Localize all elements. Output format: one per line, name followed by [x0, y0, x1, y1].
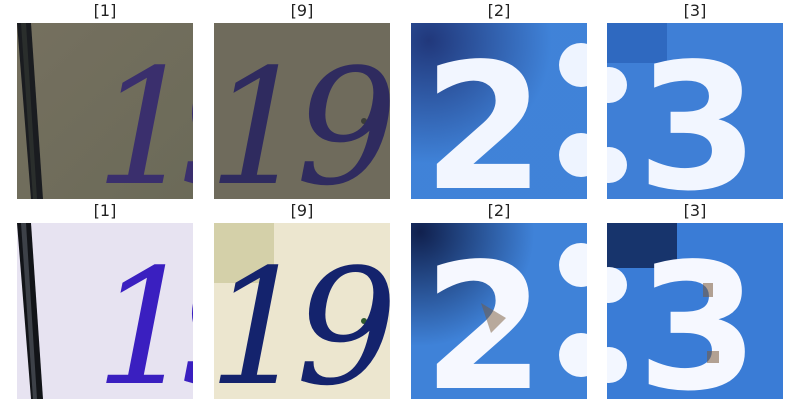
digit-image-6: 19 [214, 223, 390, 399]
digit-image-2: 19 [214, 23, 390, 199]
panel-label: [9] [290, 1, 314, 20]
panel-label: [3] [683, 201, 707, 220]
panel-label: [9] [290, 201, 314, 220]
digit-crop-8-enhanced: 3 [607, 223, 783, 399]
digit-crop-5-enhanced: 19 [17, 223, 193, 399]
svg-text:3: 3 [637, 227, 759, 399]
panel-label: [2] [487, 201, 511, 220]
panel-label: [2] [487, 1, 511, 20]
svg-text:19: 19 [214, 34, 390, 199]
digit-crop-3-raw: 2 [411, 23, 587, 199]
svg-text:19: 19 [95, 34, 193, 199]
panel-5: [1] 19 [17, 200, 193, 399]
digit-crop-2-raw: 19 [214, 23, 390, 199]
digit-image-4: 3 [607, 23, 783, 199]
svg-text:2: 2 [423, 27, 545, 199]
panel-label: [3] [683, 1, 707, 20]
svg-text:3: 3 [637, 27, 759, 199]
digit-image-7: 2 [411, 223, 587, 399]
svg-text:19: 19 [95, 234, 193, 399]
panel-1: [1] 19 [17, 0, 193, 199]
svg-text:2: 2 [423, 227, 545, 399]
panel-4: [3] 3 [607, 0, 783, 199]
digit-image-5: 19 [17, 223, 193, 399]
digit-image-3: 2 [411, 23, 587, 199]
svg-text:19: 19 [214, 234, 390, 399]
panel-7: [2] 2 [411, 200, 587, 399]
digit-image-8: 3 [607, 223, 783, 399]
digit-image-1: 19 [17, 23, 193, 199]
digit-crop-4-raw: 3 [607, 23, 783, 199]
digit-crop-1-raw: 19 [17, 23, 193, 199]
panel-8: [3] 3 [607, 200, 783, 399]
panel-label: [1] [93, 1, 117, 20]
panel-6: [9] 19 [214, 200, 390, 399]
panel-3: [2] 2 [411, 0, 587, 199]
panel-label: [1] [93, 201, 117, 220]
digit-crop-6-enhanced: 19 [214, 223, 390, 399]
panel-2: [9] 19 [214, 0, 390, 199]
digit-crop-7-enhanced: 2 [411, 223, 587, 399]
